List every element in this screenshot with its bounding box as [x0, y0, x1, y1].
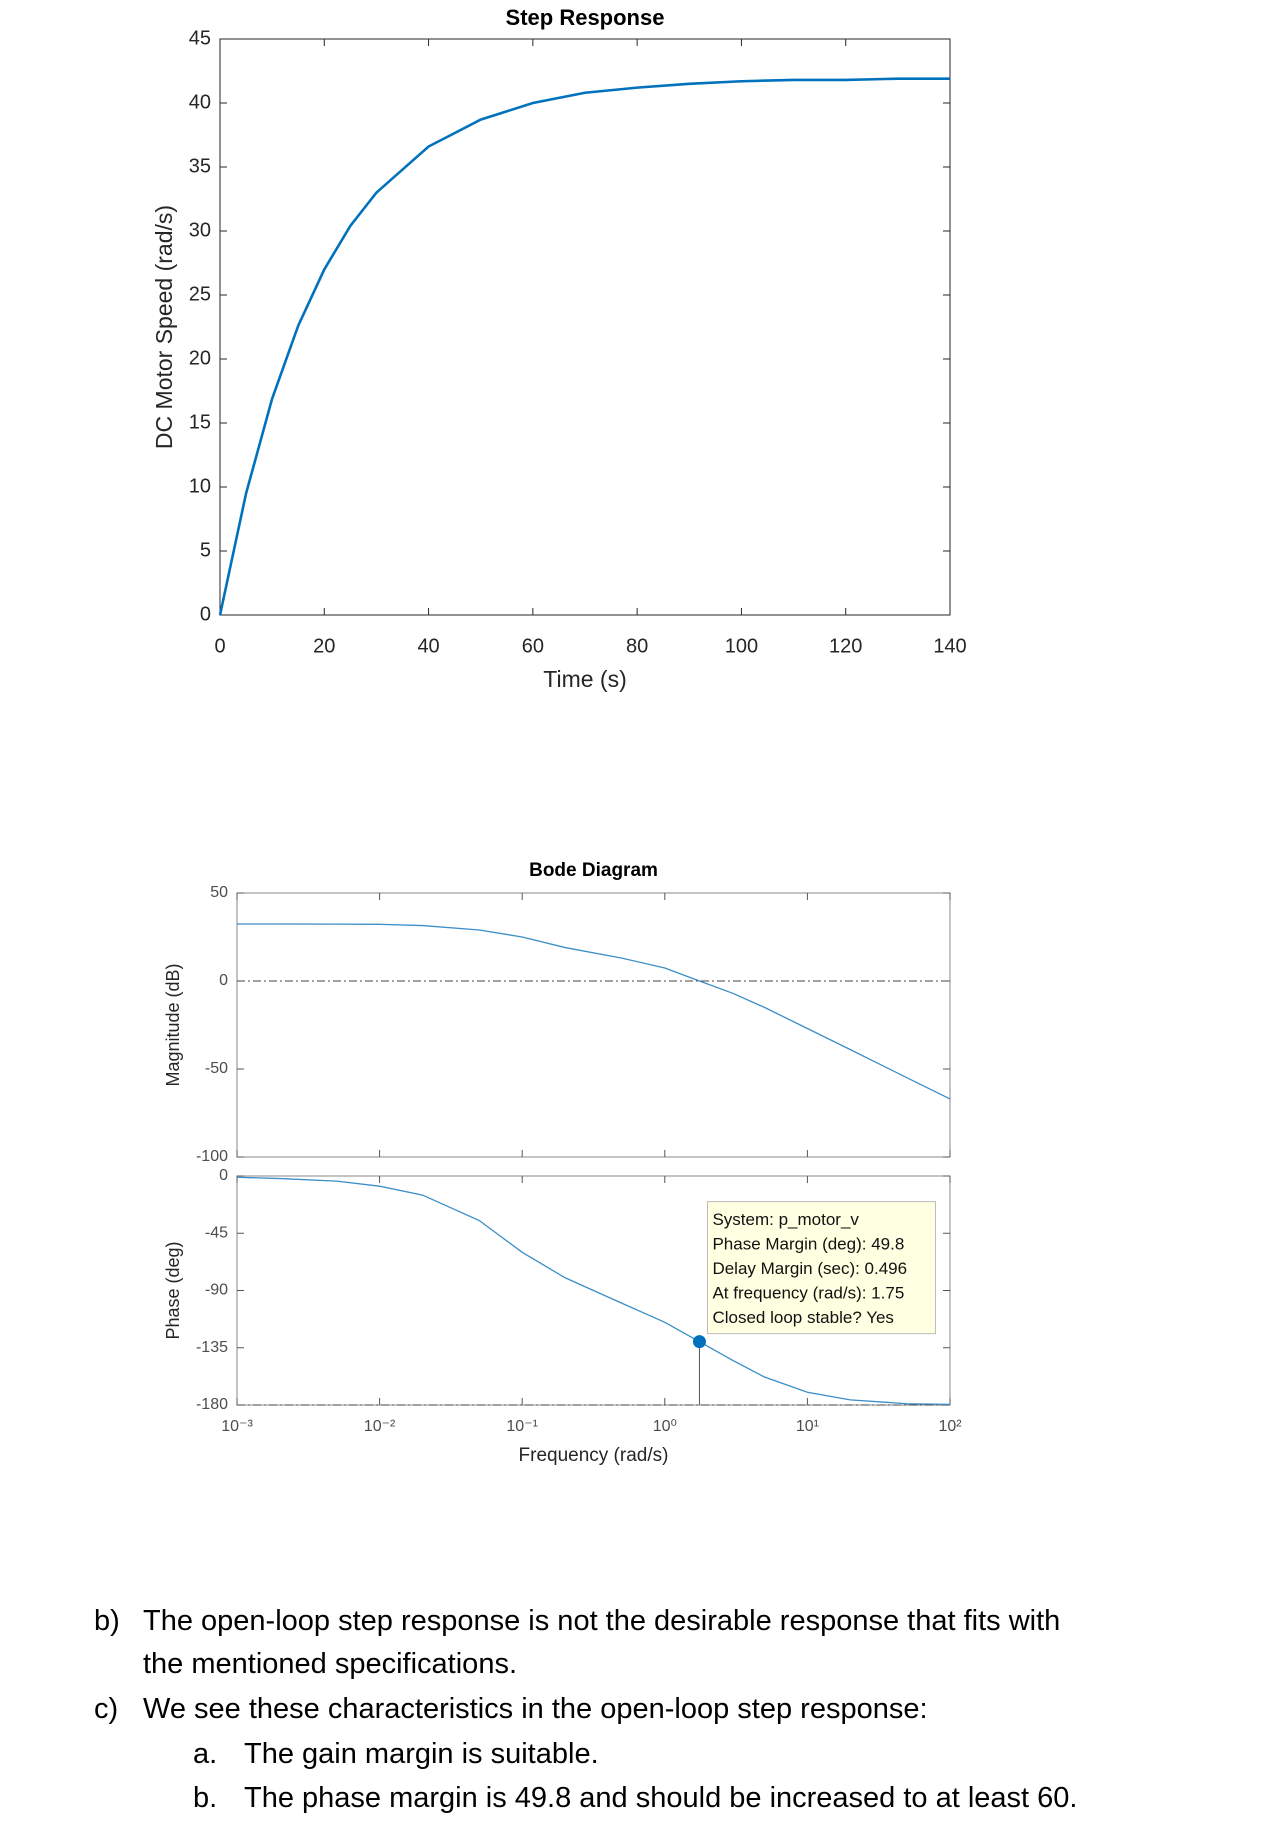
- x-tick-label: 10⁻³: [221, 1418, 253, 1435]
- list-text: the mentioned specifications.: [143, 1648, 517, 1680]
- x-tick-label: 60: [522, 635, 544, 657]
- datatip-text: Delay Margin (sec): 0.496: [712, 1259, 907, 1278]
- x-tick-label: 120: [829, 635, 862, 657]
- sublist-text: The phase margin is 49.8 and should be i…: [244, 1782, 1078, 1814]
- y-tick-label: -180: [196, 1396, 228, 1413]
- list-text: The open-loop step response is not the d…: [143, 1605, 1061, 1637]
- y-tick-label: -100: [196, 1148, 228, 1165]
- x-tick-label: 10⁻¹: [506, 1418, 538, 1435]
- y-axis-label: DC Motor Speed (rad/s): [151, 205, 177, 449]
- series-line: [218, 77, 950, 616]
- sublist-marker: a.: [193, 1738, 218, 1770]
- y-tick-label: 50: [210, 884, 228, 901]
- axes-box: [236, 892, 951, 1158]
- datatip-text: At frequency (rad/s): 1.75: [712, 1284, 904, 1303]
- datatip-text: System: p_motor_v: [712, 1210, 859, 1229]
- series-line: [236, 1176, 951, 1406]
- y-tick-label: -45: [205, 1224, 228, 1241]
- y-tick-label: 35: [189, 155, 211, 177]
- datatip-text: Phase Margin (deg): 49.8: [712, 1235, 904, 1254]
- list-marker: c): [94, 1693, 119, 1725]
- x-tick-label: 10⁰: [653, 1418, 677, 1435]
- x-tick-label: 10²: [938, 1418, 962, 1435]
- y-tick-label: 30: [189, 219, 211, 241]
- x-tick-label: 20: [313, 635, 335, 657]
- chart-title: Bode Diagram: [529, 860, 658, 881]
- x-tick-label: 0: [214, 635, 225, 657]
- y-tick-label: 25: [189, 283, 211, 305]
- y-tick-label: 20: [189, 347, 211, 369]
- list-text: We see these characteristics in the open…: [143, 1693, 928, 1725]
- datatip-box: [706, 1201, 936, 1335]
- series-line: [237, 923, 951, 1100]
- list-marker: b): [94, 1605, 120, 1637]
- y-tick-label: 0: [219, 1167, 228, 1184]
- y-axis-label: Magnitude (dB): [163, 963, 183, 1086]
- x-axis-label: Time (s): [543, 666, 626, 692]
- y-tick-label: -90: [205, 1282, 228, 1299]
- y-axis-label: Phase (deg): [163, 1241, 183, 1339]
- y-tick-label: 0: [219, 972, 228, 989]
- y-tick-label: -50: [205, 1060, 228, 1077]
- y-tick-label: 0: [200, 603, 211, 625]
- x-tick-label: 140: [933, 635, 966, 657]
- x-tick-label: 40: [417, 635, 439, 657]
- sublist-marker: b.: [193, 1782, 218, 1814]
- datatip-marker: [692, 1335, 706, 1349]
- sublist-text: The gain margin is suitable.: [244, 1738, 599, 1770]
- y-tick-label: 40: [189, 91, 211, 113]
- x-tick-label: 10¹: [796, 1418, 819, 1435]
- axes-box: [219, 38, 951, 616]
- x-tick-label: 100: [725, 635, 758, 657]
- x-tick-label: 80: [626, 635, 648, 657]
- datatip-text: Closed loop stable? Yes: [712, 1308, 893, 1327]
- chart-title: Step Response: [506, 5, 665, 30]
- y-tick-label: 5: [200, 539, 211, 561]
- x-tick-label: 10⁻²: [364, 1418, 396, 1435]
- y-tick-label: 10: [189, 475, 211, 497]
- y-tick-label: 15: [189, 411, 211, 433]
- y-tick-label: 45: [189, 27, 211, 49]
- x-axis-label: Frequency (rad/s): [519, 1445, 669, 1466]
- y-tick-label: -135: [196, 1339, 228, 1356]
